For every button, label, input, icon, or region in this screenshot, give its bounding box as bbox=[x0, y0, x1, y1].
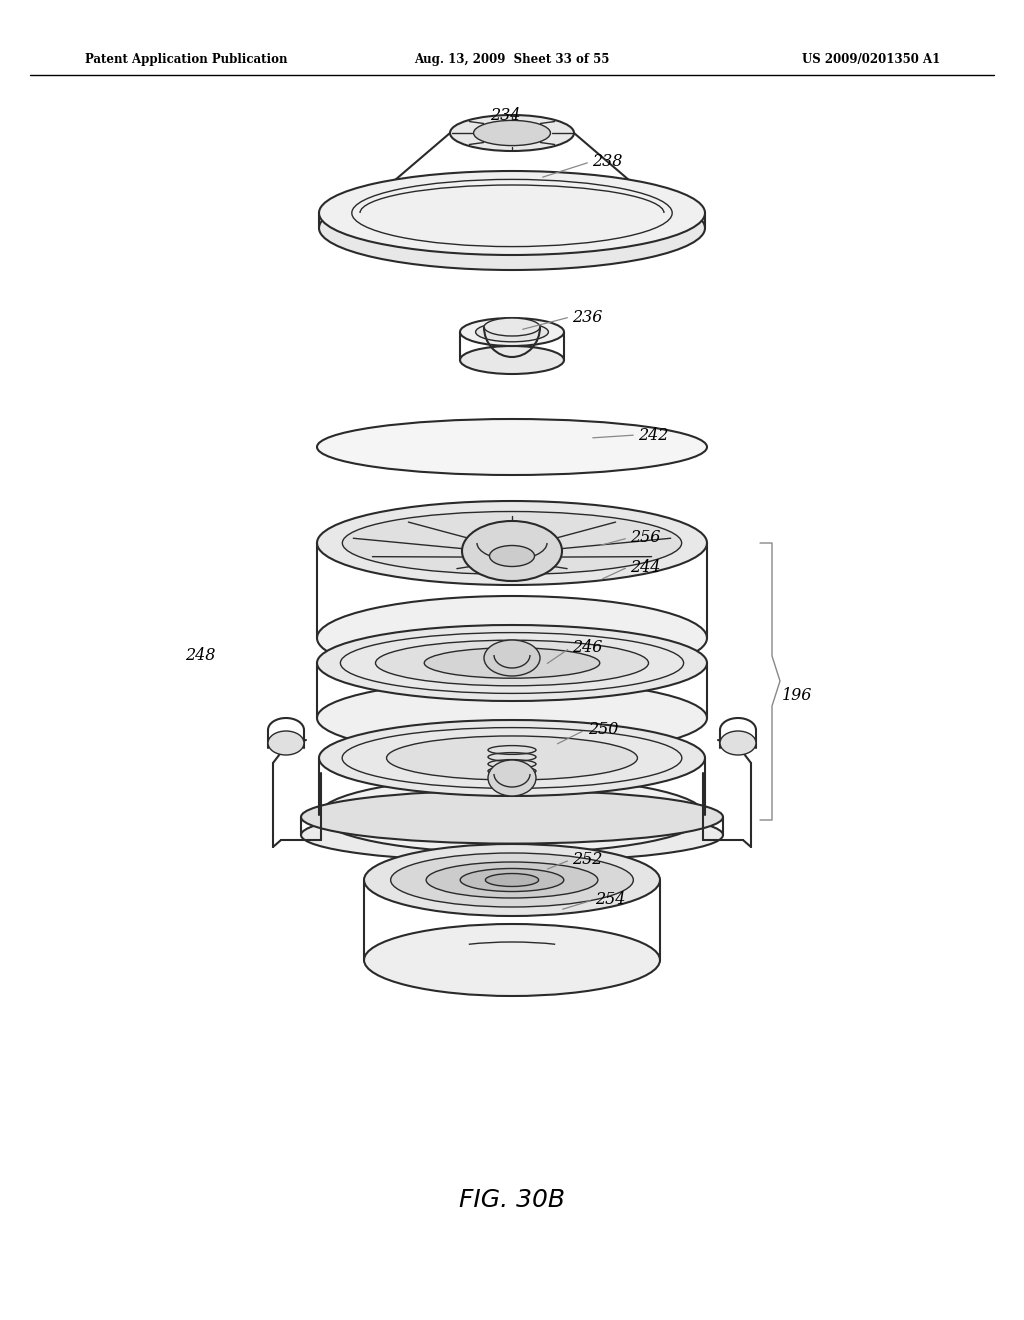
Ellipse shape bbox=[317, 680, 707, 756]
Ellipse shape bbox=[317, 502, 707, 585]
Text: US 2009/0201350 A1: US 2009/0201350 A1 bbox=[802, 54, 940, 66]
Ellipse shape bbox=[489, 545, 535, 566]
Text: 234: 234 bbox=[490, 107, 520, 124]
Ellipse shape bbox=[460, 869, 564, 891]
Ellipse shape bbox=[319, 172, 705, 255]
Ellipse shape bbox=[317, 418, 707, 475]
Text: 256: 256 bbox=[630, 529, 660, 546]
Ellipse shape bbox=[319, 719, 705, 796]
Ellipse shape bbox=[317, 597, 707, 680]
Ellipse shape bbox=[450, 115, 574, 150]
Ellipse shape bbox=[484, 318, 540, 337]
Text: Patent Application Publication: Patent Application Publication bbox=[85, 54, 288, 66]
Ellipse shape bbox=[720, 731, 756, 755]
Ellipse shape bbox=[475, 322, 549, 342]
Ellipse shape bbox=[317, 624, 707, 701]
Ellipse shape bbox=[376, 640, 648, 686]
Ellipse shape bbox=[268, 731, 304, 755]
Text: 242: 242 bbox=[638, 426, 669, 444]
Ellipse shape bbox=[473, 120, 551, 145]
Text: 244: 244 bbox=[630, 558, 660, 576]
Text: 246: 246 bbox=[572, 639, 602, 656]
Text: 252: 252 bbox=[572, 851, 602, 869]
Ellipse shape bbox=[301, 791, 723, 843]
Text: Aug. 13, 2009  Sheet 33 of 55: Aug. 13, 2009 Sheet 33 of 55 bbox=[415, 54, 609, 66]
Ellipse shape bbox=[485, 874, 539, 887]
Text: 238: 238 bbox=[592, 153, 623, 170]
Ellipse shape bbox=[460, 318, 564, 346]
Ellipse shape bbox=[386, 737, 638, 780]
Ellipse shape bbox=[484, 640, 540, 676]
Text: 248: 248 bbox=[185, 647, 215, 664]
Ellipse shape bbox=[319, 186, 705, 271]
Ellipse shape bbox=[426, 862, 598, 898]
Ellipse shape bbox=[460, 346, 564, 374]
Ellipse shape bbox=[364, 843, 660, 916]
Ellipse shape bbox=[462, 521, 562, 581]
Ellipse shape bbox=[319, 777, 705, 853]
Text: 196: 196 bbox=[782, 686, 812, 704]
Ellipse shape bbox=[301, 808, 723, 862]
Text: 254: 254 bbox=[595, 891, 626, 908]
Ellipse shape bbox=[390, 853, 634, 907]
Text: 250: 250 bbox=[588, 722, 618, 738]
Ellipse shape bbox=[424, 648, 600, 678]
Text: 236: 236 bbox=[572, 309, 602, 326]
Ellipse shape bbox=[342, 511, 682, 574]
Text: FIG. 30B: FIG. 30B bbox=[459, 1188, 565, 1212]
Ellipse shape bbox=[364, 924, 660, 997]
Ellipse shape bbox=[488, 760, 536, 796]
